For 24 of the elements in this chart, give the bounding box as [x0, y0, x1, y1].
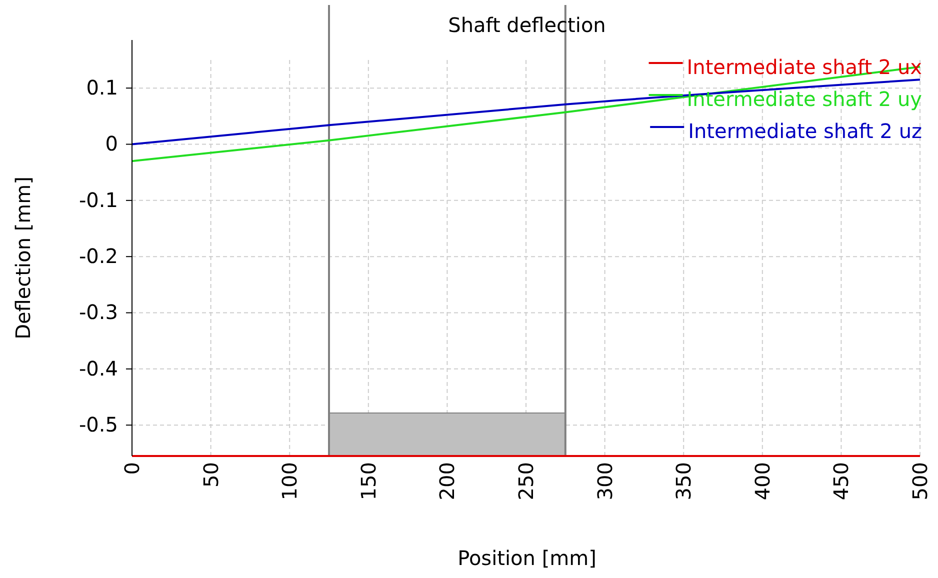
x-tick-label: 300 [592, 462, 617, 500]
legend-label: Intermediate shaft 2 uy [686, 87, 922, 111]
x-tick-label: 450 [829, 462, 854, 500]
x-tick-label: 350 [672, 462, 696, 500]
x-tick-label: 0 [120, 462, 144, 475]
x-tick-label: 400 [750, 462, 774, 500]
chart-title: Shaft deflection [448, 13, 606, 37]
y-axis-title: Deflection [mm] [11, 176, 35, 340]
x-axis-title: Position [mm] [458, 546, 596, 570]
x-tick-label: 100 [278, 462, 302, 500]
x-tick-label: 250 [514, 462, 538, 500]
x-tick-label: 200 [435, 462, 460, 500]
x-tick-label: 50 [198, 462, 223, 488]
y-tick-label: 0 [105, 132, 118, 156]
y-tick-label: 0.1 [86, 75, 118, 100]
x-tick-label: 150 [356, 462, 380, 500]
y-tick-label: -0.5 [78, 412, 118, 437]
y-tick-label: -0.4 [78, 356, 118, 380]
y-tick-label: -0.2 [78, 244, 118, 268]
x-tick-label: 500 [908, 462, 932, 500]
y-tick-label: -0.1 [78, 188, 118, 212]
y-tick-label: -0.3 [78, 300, 118, 324]
legend-label: Intermediate shaft 2 uz [688, 119, 922, 143]
line-series [131, 78, 921, 146]
